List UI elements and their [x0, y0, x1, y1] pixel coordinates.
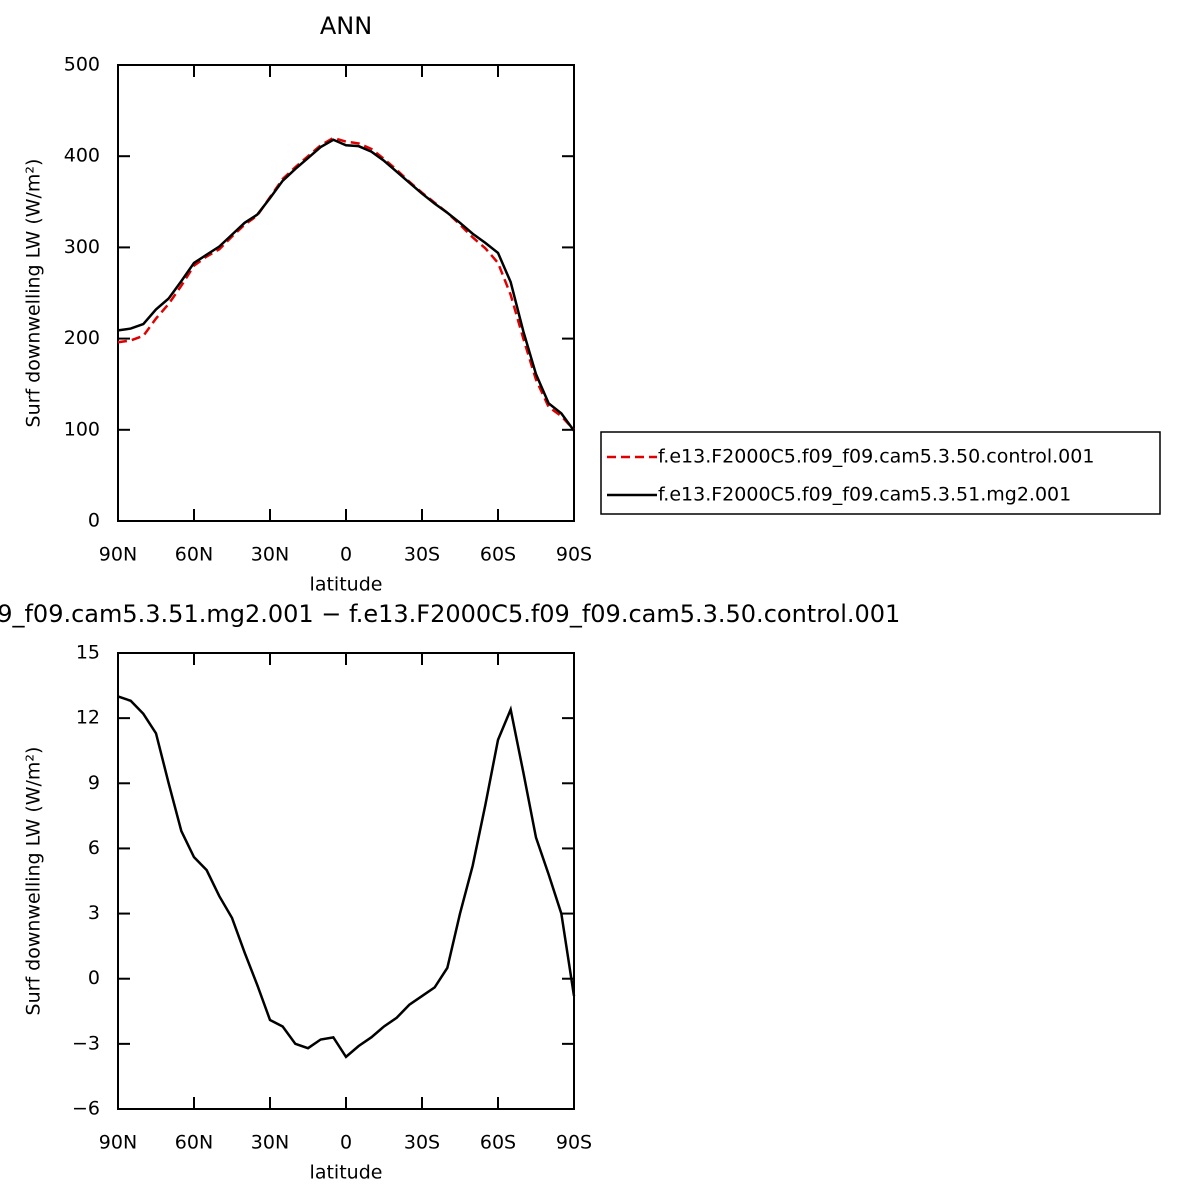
x-tick-label: 30S: [404, 1132, 440, 1154]
x-tick-label: 90N: [99, 544, 137, 566]
y-tick-label: 400: [64, 145, 100, 167]
legend-label: f.e13.F2000C5.f09_f09.cam5.3.50.control.…: [658, 446, 1094, 468]
y-tick-label: 9: [88, 772, 100, 794]
legend-label: f.e13.F2000C5.f09_f09.cam5.3.51.mg2.001: [658, 484, 1071, 506]
plot-frame: [117, 652, 575, 1110]
y-tick-label: −6: [72, 1098, 100, 1120]
x-axis-label: latitude: [310, 574, 383, 596]
chart-title: f.e13.F2000C5.f09_f09.cam5.3.51.mg2.001 …: [0, 600, 900, 628]
x-tick-label: 60N: [175, 1132, 213, 1154]
x-tick-label: 90N: [99, 1132, 137, 1154]
x-tick-label: 90S: [556, 544, 592, 566]
y-tick-label: 500: [64, 54, 100, 76]
y-tick-label: 0: [88, 967, 100, 989]
y-tick-label: 12: [76, 707, 100, 729]
y-tick-label: 15: [76, 642, 100, 664]
x-tick-label: 60S: [480, 1132, 516, 1154]
y-tick-label: −3: [72, 1032, 100, 1054]
x-tick-label: 30N: [251, 1132, 289, 1154]
y-tick-label: 200: [64, 327, 100, 349]
y-axis-label: Surf downwelling LW (W/m²): [23, 159, 45, 428]
y-tick-label: 3: [88, 902, 100, 924]
plot-frame: [117, 64, 575, 522]
x-tick-label: 0: [340, 1132, 352, 1154]
legend-box: [600, 431, 1161, 515]
y-tick-label: 0: [88, 510, 100, 532]
data-line: [117, 695, 576, 1059]
x-tick-label: 90S: [556, 1132, 592, 1154]
y-axis-label: Surf downwelling LW (W/m²): [23, 747, 45, 1016]
x-tick-label: 60S: [480, 544, 516, 566]
x-tick-label: 30N: [251, 544, 289, 566]
x-tick-label: 0: [340, 544, 352, 566]
y-tick-label: 6: [88, 837, 100, 859]
y-tick-label: 300: [64, 236, 100, 258]
data-line: [117, 138, 576, 432]
x-tick-label: 30S: [404, 544, 440, 566]
chart-title: ANN: [320, 12, 372, 40]
x-axis-label: latitude: [310, 1162, 383, 1184]
x-tick-label: 60N: [175, 544, 213, 566]
y-tick-label: 100: [64, 418, 100, 440]
data-line: [117, 136, 575, 431]
